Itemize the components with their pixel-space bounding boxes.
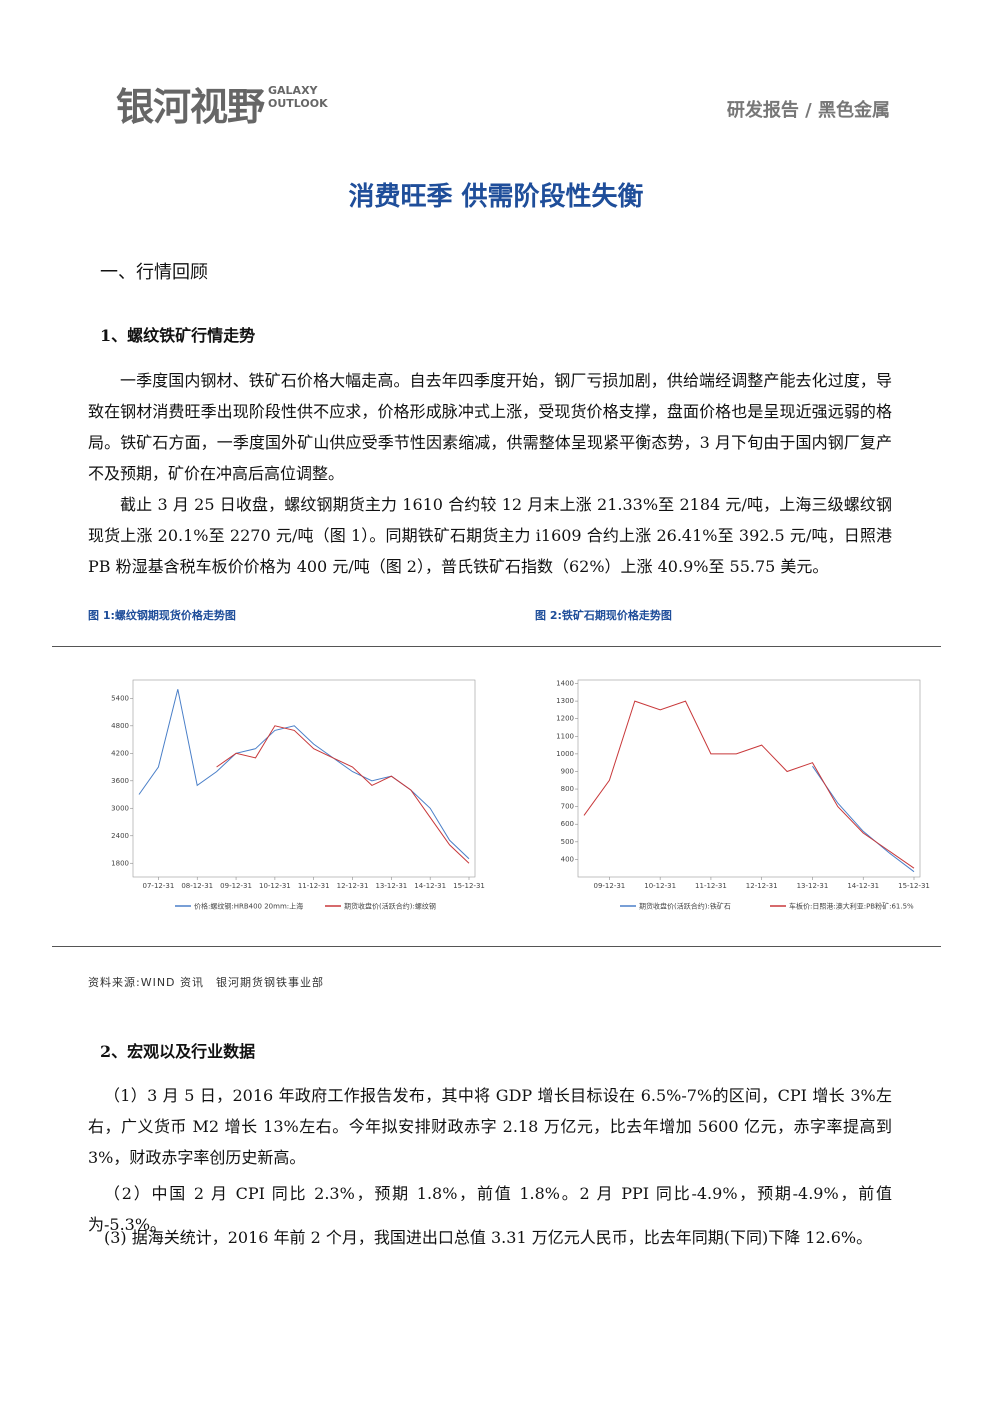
logo-en-line: OUTLOOK <box>268 97 328 110</box>
y-tick-label: 1400 <box>556 680 574 688</box>
x-tick-label: 15-12-31 <box>453 882 485 890</box>
y-tick-label: 1800 <box>111 859 129 867</box>
x-tick-label: 11-12-31 <box>298 882 330 890</box>
series-line <box>583 700 915 869</box>
figure-caption: 图 1:螺纹钢期现货价格走势图 <box>88 609 236 622</box>
sub-heading: 1、螺纹铁矿行情走势 <box>100 326 256 345</box>
y-tick-label: 400 <box>561 855 574 863</box>
x-tick-label: 14-12-31 <box>414 882 446 890</box>
rule <box>52 946 941 947</box>
plot-frame <box>132 679 476 878</box>
chart: 400 500 600 700 800 900 1000 1100 1200 1300 1400 09… <box>556 679 930 911</box>
source: 资料来源:WIND 资讯 银河期货钢铁事业部 <box>88 976 325 989</box>
series-line <box>812 765 915 873</box>
legend-label: 价格:螺纹钢:HRB400 20mm:上海 <box>194 902 303 911</box>
y-tick-label: 900 <box>561 767 574 775</box>
chart: 1800 2400 3000 3600 4200 4800 5400 07-12-31 08-1… <box>111 679 485 911</box>
y-tick-label: 4200 <box>111 749 129 757</box>
y-tick-label: 600 <box>561 820 574 828</box>
y-tick-label: 5400 <box>111 694 129 702</box>
legend-label: 期货收盘价(活跃合约):螺纹钢 <box>344 902 436 911</box>
x-tick-label: 13-12-31 <box>797 882 829 890</box>
x-tick-label: 08-12-31 <box>181 882 213 890</box>
paragraph: （2）中国 2 月 CPI 同比 2.3%，预期 1.8%，前值 1.8%。2 … <box>88 1184 892 1234</box>
figure-caption: 图 2:铁矿石期现价格走势图 <box>535 609 672 622</box>
paragraph: (3) 据海关统计，2016 年前 2 个月，我国进出口总值 3.31 万亿元人… <box>104 1228 873 1247</box>
legend-label: 期货收盘价(活跃合约):铁矿石 <box>639 902 731 911</box>
plot-frame <box>577 679 921 878</box>
y-tick-label: 1100 <box>556 732 574 740</box>
paragraph: 一季度国内钢材、铁矿石价格大幅走高。自去年四季度开始，钢厂亏损加剧，供给端经调整… <box>88 371 892 483</box>
y-tick-label: 500 <box>561 838 574 846</box>
x-tick-label: 09-12-31 <box>220 882 252 890</box>
x-tick-label: 12-12-31 <box>746 882 778 890</box>
y-tick-label: 700 <box>561 803 574 811</box>
x-tick-label: 10-12-31 <box>644 882 676 890</box>
x-tick-label: 15-12-31 <box>898 882 930 890</box>
x-tick-label: 11-12-31 <box>695 882 727 890</box>
x-tick-label: 13-12-31 <box>375 882 407 890</box>
logo: 银河视野 <box>116 85 265 129</box>
y-tick-label: 1200 <box>556 715 574 723</box>
legend-label: 车板价:日照港:澳大利亚:PB粉矿:61.5% <box>789 902 914 911</box>
logo-en: GALAXY OUTLOOK <box>268 84 328 110</box>
y-tick-label: 1300 <box>556 697 574 705</box>
logo-en-line: GALAXY <box>268 84 318 97</box>
y-tick-label: 3000 <box>111 804 129 812</box>
y-tick-label: 2400 <box>111 832 129 840</box>
x-tick-label: 10-12-31 <box>259 882 291 890</box>
paragraph: （1）3 月 5 日，2016 年政府工作报告发布，其中将 GDP 增长目标设在… <box>88 1086 892 1167</box>
y-tick-label: 3600 <box>111 777 129 785</box>
y-tick-label: 4800 <box>111 722 129 730</box>
category: 研发报告 / 黑色金属 <box>726 100 890 121</box>
section-heading: 一、行情回顾 <box>100 262 208 283</box>
x-tick-label: 09-12-31 <box>593 882 625 890</box>
x-tick-label: 14-12-31 <box>847 882 879 890</box>
y-tick-label: 1000 <box>556 750 574 758</box>
series-line <box>216 725 470 864</box>
x-tick-label: 07-12-31 <box>143 882 175 890</box>
paragraph: 截止 3 月 25 日收盘，螺纹钢期货主力 1610 合约较 12 月末上涨 2… <box>88 495 892 576</box>
rule <box>52 646 941 647</box>
title: 消费旺季 供需阶段性失衡 <box>348 182 644 212</box>
sub-heading: 2、宏观以及行业数据 <box>100 1042 256 1061</box>
y-tick-label: 800 <box>561 785 574 793</box>
series-line <box>138 689 470 860</box>
x-tick-label: 12-12-31 <box>337 882 369 890</box>
